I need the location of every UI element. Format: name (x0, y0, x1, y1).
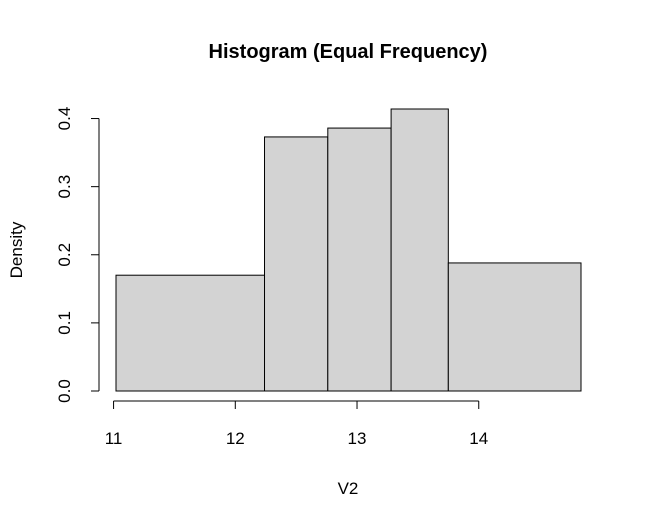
x-tick-label-12: 12 (226, 429, 245, 448)
x-tick-label-11: 11 (105, 429, 123, 448)
chart-title: Histogram (Equal Frequency) (209, 41, 488, 63)
y-tick-label-0.3: 0.3 (55, 175, 74, 199)
histogram-bar-1 (115, 274, 266, 392)
x-axis-label: V2 (338, 479, 359, 498)
x-tick-label-13: 13 (348, 429, 367, 448)
y-axis-label: Density (7, 221, 26, 278)
histogram-bar-5 (447, 262, 582, 392)
x-tick-label-14: 14 (469, 429, 488, 448)
y-tick-label-0.1: 0.1 (55, 311, 74, 335)
histogram-bar-2 (264, 136, 329, 392)
bars-group (115, 108, 582, 392)
y-tick-label-0.2: 0.2 (55, 243, 74, 267)
histogram-bar-3 (327, 127, 392, 392)
y-axis: 0.0 0.1 0.2 0.3 0.4 (55, 107, 100, 403)
y-tick-label-0.4: 0.4 (55, 107, 74, 131)
y-tick-label-0.0: 0.0 (55, 379, 74, 403)
histogram-bar-4 (390, 108, 449, 392)
x-axis: 11 12 13 14 (105, 400, 488, 448)
